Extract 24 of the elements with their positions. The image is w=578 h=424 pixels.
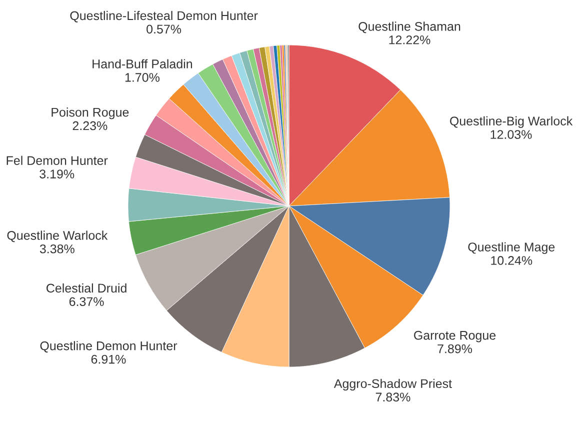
slice-label: Questline-Big Warlock — [450, 116, 573, 128]
slice-label: Questline-Lifesteal Demon Hunter — [70, 10, 258, 22]
slice-label: Celestial Druid — [46, 283, 126, 293]
slice-label: Poison Rogue — [52, 108, 129, 120]
slice-label: Questline Warlock — [7, 230, 108, 242]
slice-label: Aggro-Shadow Priest — [334, 378, 452, 391]
data-label: 7.83% — [376, 392, 410, 402]
slice-label: Garrote Rogue — [414, 330, 496, 342]
slice-label: Questline Mage — [468, 242, 555, 254]
data-label: 6.37% — [69, 297, 104, 306]
data-label: 12.03% — [490, 130, 532, 139]
slice-label: Fel Demon Hunter — [6, 156, 108, 165]
data-label: 7.89% — [438, 344, 472, 354]
data-label: 6.91% — [91, 354, 126, 364]
data-label: 3.38% — [40, 244, 74, 254]
data-label: 1.70% — [125, 73, 160, 82]
slice-label: Questline Shaman — [358, 22, 460, 34]
data-label: 3.19% — [40, 170, 74, 178]
data-label: 12.22% — [389, 35, 430, 44]
data-label: 2.23% — [72, 121, 108, 130]
data-label: 0.57% — [146, 24, 182, 34]
data-label: 10.24% — [491, 256, 532, 265]
slice-label: Questline Demon Hunter — [40, 341, 178, 352]
slice-label: Hand-Buff Paladin — [92, 59, 192, 68]
